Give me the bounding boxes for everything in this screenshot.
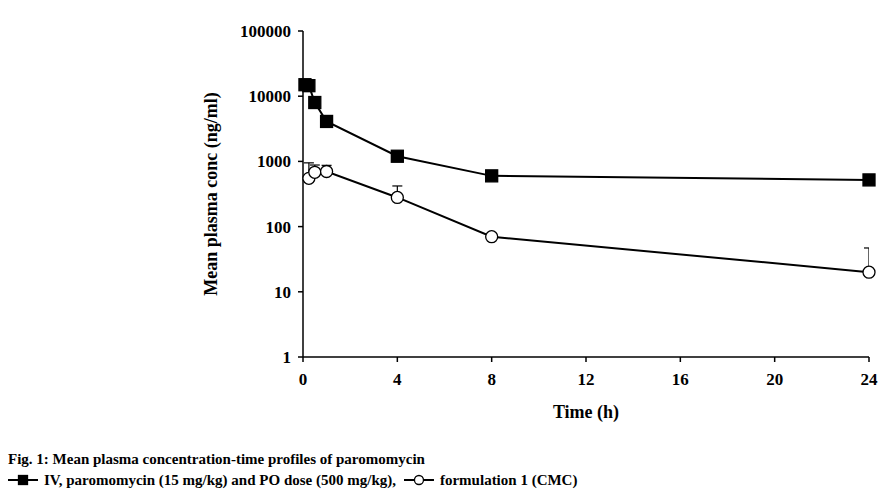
- x-tick: [868, 357, 870, 362]
- y-tick: [298, 30, 303, 32]
- data-point: [486, 170, 498, 182]
- error-cap: [392, 185, 402, 186]
- x-tick-label: 4: [393, 370, 402, 389]
- x-tick-label: 0: [299, 370, 308, 389]
- x-tick: [585, 357, 587, 362]
- legend-label: IV, paromomycin (15 mg/kg) and PO dose (…: [44, 472, 396, 489]
- error-cap: [310, 164, 320, 165]
- x-tick: [491, 357, 493, 362]
- data-point: [391, 191, 403, 203]
- legend-entry: formulation 1 (CMC): [404, 472, 577, 489]
- error-cap: [304, 162, 314, 163]
- series-line: [309, 171, 869, 272]
- data-point: [303, 80, 315, 92]
- data-point: [309, 97, 321, 109]
- legend-label: formulation 1 (CMC): [440, 472, 577, 489]
- data-point: [486, 231, 498, 243]
- y-tick: [298, 95, 303, 97]
- y-tick-label: 100000: [240, 22, 291, 41]
- y-tick: [298, 161, 303, 163]
- title: Fig. 1: Mean plasma concentration-time p…: [8, 451, 426, 467]
- x-tick: [302, 357, 304, 362]
- series-line: [305, 85, 869, 180]
- markers: [299, 79, 875, 278]
- x-axis-label: Time (h): [553, 402, 619, 423]
- y-axis-label: Mean plasma conc (ng/ml): [201, 92, 222, 295]
- plot-area: [304, 85, 869, 272]
- x-tick: [774, 357, 776, 362]
- y-tick-label: 1000: [257, 152, 291, 171]
- legend-entry: IV, paromomycin (15 mg/kg) and PO dose (…: [8, 472, 396, 489]
- data-point: [391, 150, 403, 162]
- x-tick: [397, 357, 399, 362]
- y-tick-label: 100: [266, 218, 292, 237]
- chart: 1 10 100 1000 10000 100000 0 4 8 12 16 20 24 Time (h)…: [0, 0, 894, 495]
- y-tick-label: 1: [283, 348, 292, 367]
- x-tick-label: 24: [861, 370, 879, 389]
- data-point: [321, 115, 333, 127]
- x-tick-label: 12: [578, 370, 595, 389]
- legend-marker: [414, 476, 423, 485]
- data-point: [863, 174, 875, 186]
- error-cap: [864, 247, 869, 248]
- x-tick-label: 20: [766, 370, 783, 389]
- y-tick: [298, 226, 303, 228]
- x-tick-label: 16: [672, 370, 689, 389]
- data-point: [309, 166, 321, 178]
- x-tick-label: 8: [487, 370, 496, 389]
- y-tick-label: 10000: [249, 87, 292, 106]
- y-tick: [298, 291, 303, 293]
- data-point: [321, 165, 333, 177]
- y-tick-label: 10: [274, 283, 291, 302]
- data-point: [863, 266, 875, 278]
- x-tick: [680, 357, 682, 362]
- legend-marker: [19, 476, 28, 485]
